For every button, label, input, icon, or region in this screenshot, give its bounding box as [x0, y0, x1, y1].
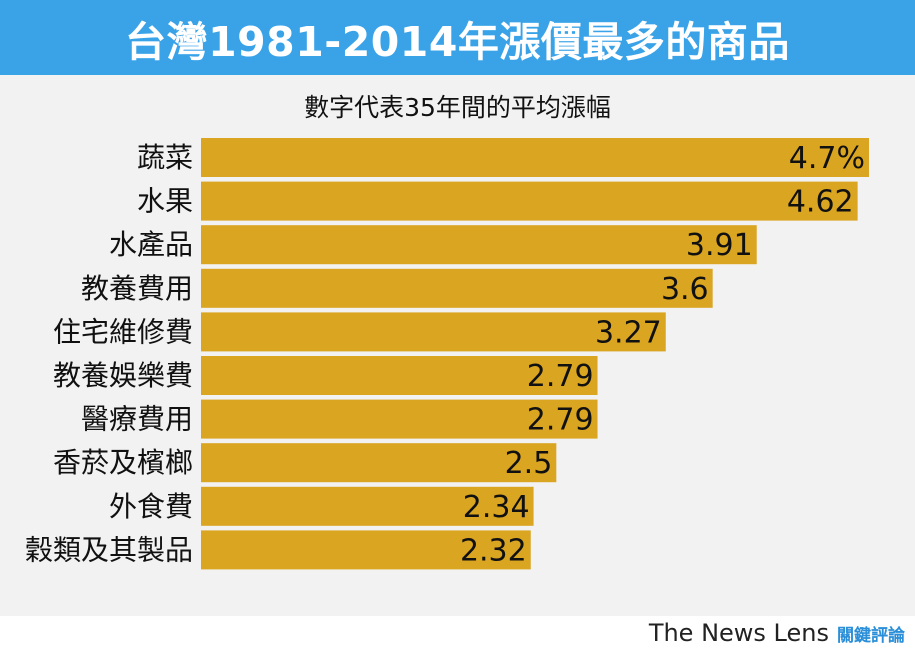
bar-6: [201, 399, 598, 439]
category-label-0: 蔬菜: [137, 141, 193, 174]
category-label-7: 香菸及檳榔: [53, 446, 193, 479]
category-label-9: 穀類及其製品: [25, 533, 193, 566]
value-label-1: 4.62: [787, 185, 854, 220]
category-label-6: 醫療費用: [81, 403, 193, 436]
bar-8: [201, 486, 534, 526]
bar-3: [201, 268, 713, 308]
bar-1: [201, 181, 858, 221]
brand-logo: The News Lens 關鍵評論: [649, 618, 905, 648]
bar-9: [201, 530, 531, 570]
value-label-2: 3.91: [686, 228, 753, 263]
footer: [0, 616, 915, 652]
bar-7: [201, 443, 557, 483]
value-label-7: 2.5: [505, 446, 553, 481]
category-label-8: 外食費: [109, 490, 193, 523]
category-label-1: 水果: [137, 185, 193, 218]
chart-subtitle: 數字代表35年間的平均漲幅: [304, 93, 611, 122]
value-label-0: 4.7%: [789, 141, 865, 176]
bar-5: [201, 356, 598, 395]
value-label-6: 2.79: [527, 403, 594, 438]
brand-name-zh: 關鍵評論: [837, 625, 905, 646]
category-label-4: 住宅維修費: [53, 315, 193, 348]
category-label-5: 教養娛樂費: [53, 359, 193, 392]
page-title: 台灣1981-2014年漲價最多的商品: [0, 0, 915, 75]
bar-2: [201, 225, 757, 265]
bar-4: [201, 312, 666, 352]
bar-0: [201, 138, 869, 177]
value-label-5: 2.79: [527, 359, 594, 394]
value-label-8: 2.34: [463, 490, 530, 525]
value-label-3: 3.6: [661, 272, 709, 307]
brand-name-en: The News Lens: [648, 619, 829, 647]
value-label-4: 3.27: [595, 315, 662, 350]
category-label-3: 教養費用: [81, 272, 193, 305]
value-label-9: 2.32: [460, 533, 527, 568]
category-label-2: 水產品: [109, 228, 193, 261]
